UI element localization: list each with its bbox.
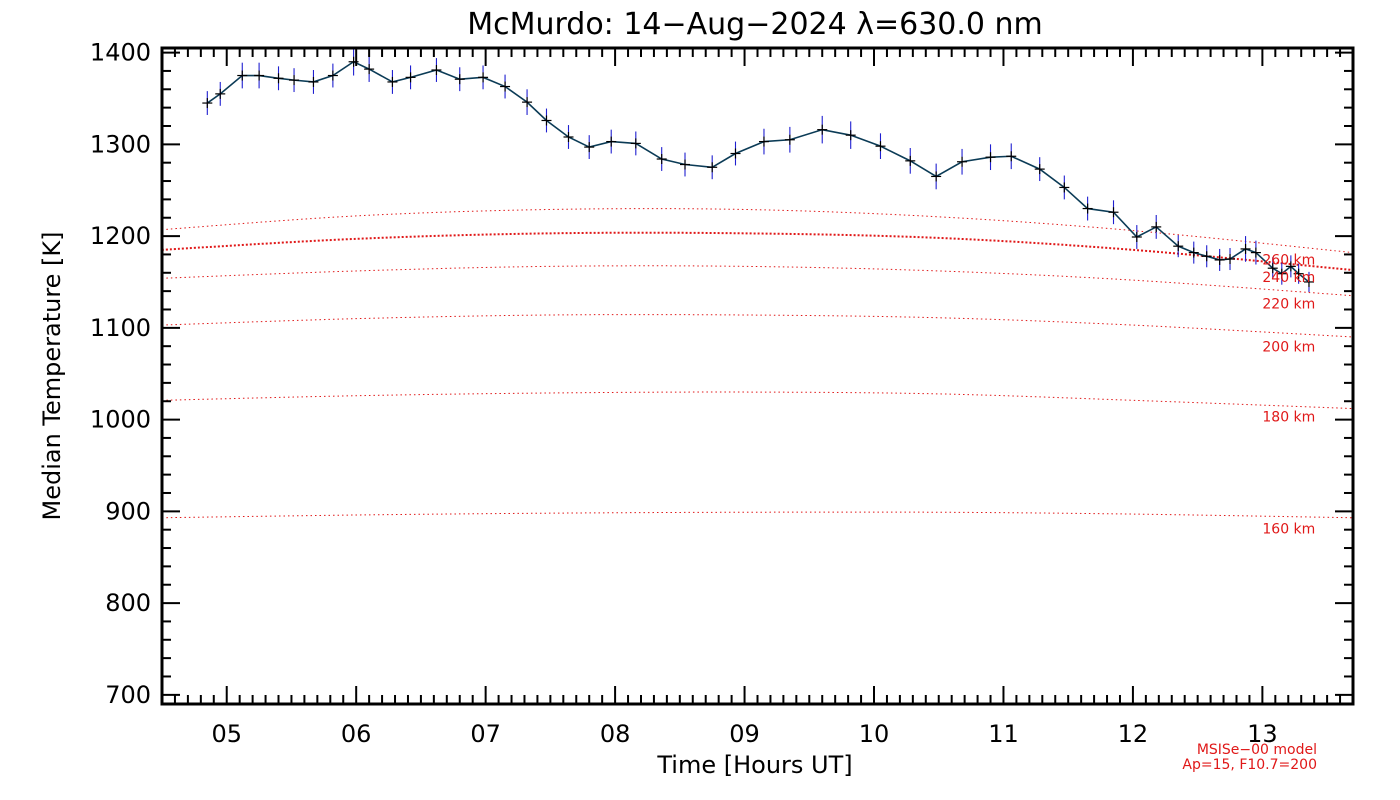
axis-group	[160, 46, 1355, 706]
x-axis-label: Time [Hours UT]	[656, 751, 852, 779]
x-tick-label: 11	[988, 720, 1019, 748]
y-tick-label: 1400	[90, 39, 151, 67]
model-curve-label: 240 km	[1262, 270, 1315, 286]
model-curve	[161, 231, 1354, 272]
model-curve-label: 160 km	[1262, 521, 1315, 537]
model-curve	[161, 511, 1354, 519]
x-tick-label: 08	[600, 720, 631, 748]
model-note-line-2: Ap=15, F10.7=200	[1182, 757, 1317, 773]
x-tick-label: 13	[1247, 720, 1278, 748]
y-tick-label: 900	[105, 497, 151, 525]
x-tick-label: 06	[341, 720, 372, 748]
y-tick-label: 1100	[90, 314, 151, 342]
plot-frame	[160, 46, 1355, 706]
model-curve-label: 180 km	[1262, 409, 1315, 425]
y-tick-label: 700	[105, 681, 151, 709]
y-tick-label: 1000	[90, 406, 151, 434]
model-curve	[161, 265, 1354, 297]
model-curve-label: 200 km	[1262, 340, 1315, 356]
labels-group: McMurdo: 14−Aug−2024 λ=630.0 nm Time [Hou…	[38, 7, 1317, 779]
model-note-line-1: MSISe−00 model	[1197, 742, 1317, 758]
model-curve-label: 260 km	[1262, 253, 1315, 269]
x-tick-label: 10	[859, 720, 890, 748]
x-tick-label: 12	[1118, 720, 1149, 748]
y-axis-label: Median Temperature [K]	[38, 231, 66, 520]
x-tick-label: 07	[470, 720, 501, 748]
y-tick-label: 800	[105, 589, 151, 617]
model-curve	[161, 314, 1354, 338]
model-curve	[161, 208, 1354, 254]
y-tick-label: 1200	[90, 222, 151, 250]
x-tick-label: 05	[211, 720, 242, 748]
model-curve	[161, 391, 1354, 410]
plot-area	[161, 48, 1354, 519]
data-series-line	[206, 60, 1310, 283]
chart-title: McMurdo: 14−Aug−2024 λ=630.0 nm	[467, 7, 1043, 42]
model-curve-label: 220 km	[1262, 297, 1315, 313]
y-tick-label: 1300	[90, 130, 151, 158]
x-tick-label: 09	[729, 720, 760, 748]
